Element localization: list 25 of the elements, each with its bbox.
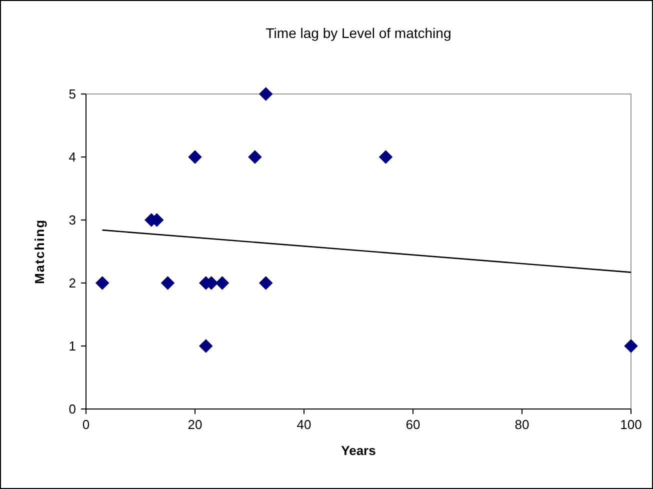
point [95,276,110,290]
y-tick-label: 4 [68,150,76,164]
point [188,150,202,164]
x-tick-label: 20 [188,417,202,432]
x-axis-title: Years [341,443,376,458]
x-tick-label: 40 [296,417,312,432]
y-tick-label: 5 [68,86,76,102]
chart-title: Time lag by Level of matching [266,25,452,41]
point [258,87,273,101]
y-tick-label: 2 [68,276,76,290]
y-axis-title: Matching [32,218,47,284]
point [248,150,262,164]
point [160,276,175,290]
point [215,276,230,290]
point [199,339,213,353]
x-tick-label: 100 [620,417,642,432]
point [378,150,393,164]
y-tick-label: 1 [68,338,76,354]
x-tick-label: 0 [82,417,90,432]
point [624,339,638,353]
x-tick-label: 60 [406,417,420,432]
y-tick-label: 0 [68,402,76,416]
point [258,276,273,290]
x-tick-label: 80 [514,417,530,432]
y-tick-label: 3 [68,212,76,228]
